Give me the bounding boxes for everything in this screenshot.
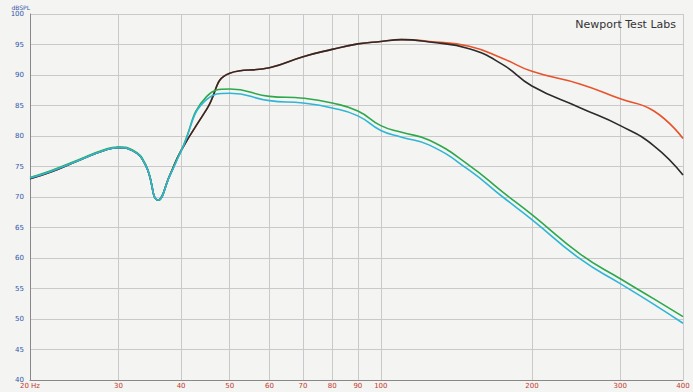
svg-text:55: 55	[15, 285, 24, 293]
svg-text:60: 60	[15, 254, 24, 262]
svg-text:90: 90	[15, 71, 24, 79]
svg-text:80: 80	[328, 382, 337, 390]
svg-text:75: 75	[15, 163, 24, 171]
svg-text:40: 40	[15, 376, 24, 384]
svg-text:200: 200	[525, 382, 538, 390]
svg-text:95: 95	[15, 41, 24, 49]
svg-text:65: 65	[15, 224, 24, 232]
svg-text:100: 100	[11, 10, 24, 18]
svg-text:20 Hz: 20 Hz	[20, 382, 40, 390]
svg-text:45: 45	[15, 346, 24, 354]
svg-text:80: 80	[15, 132, 24, 140]
svg-text:50: 50	[15, 315, 24, 323]
svg-text:300: 300	[614, 382, 627, 390]
svg-text:Newport Test Labs: Newport Test Labs	[575, 18, 676, 31]
svg-text:50: 50	[225, 382, 234, 390]
svg-text:70: 70	[15, 193, 24, 201]
svg-text:90: 90	[353, 382, 362, 390]
svg-text:40: 40	[177, 382, 186, 390]
svg-text:100: 100	[374, 382, 387, 390]
svg-text:dBSPL: dBSPL	[11, 4, 30, 12]
svg-text:30: 30	[114, 382, 123, 390]
svg-text:70: 70	[299, 382, 308, 390]
svg-text:60: 60	[265, 382, 274, 390]
svg-text:85: 85	[15, 102, 24, 110]
svg-text:400: 400	[676, 382, 689, 390]
